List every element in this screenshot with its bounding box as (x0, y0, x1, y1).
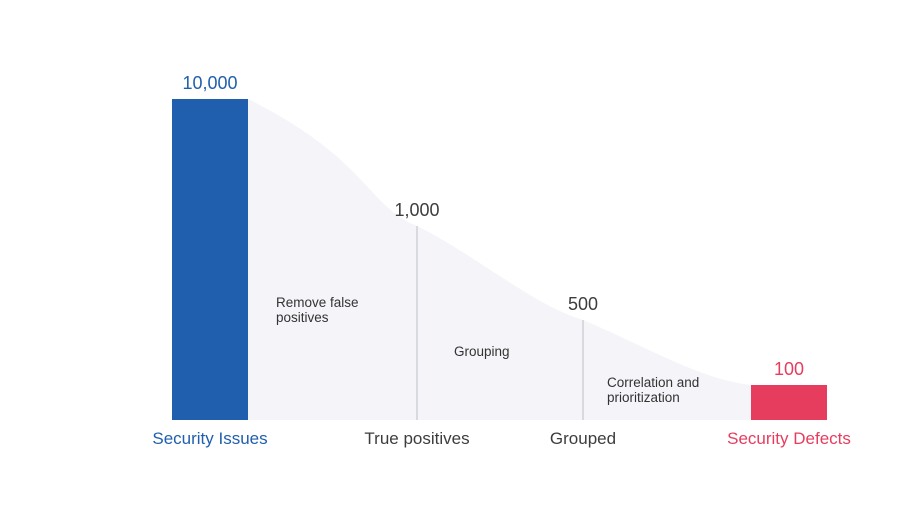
bar-security-defects (751, 385, 827, 420)
step-label: Grouping (454, 344, 510, 359)
value-label: 100 (774, 359, 804, 379)
value-label: 10,000 (182, 73, 237, 93)
value-label: 1,000 (394, 200, 439, 220)
category-label: True positives (364, 429, 469, 448)
step-label: Remove false (276, 295, 359, 310)
decline-area (248, 99, 751, 420)
category-label: Grouped (550, 429, 616, 448)
step-label: positives (276, 310, 329, 325)
value-label: 500 (568, 294, 598, 314)
category-label: Security Defects (727, 429, 851, 448)
step-label: Correlation and (607, 375, 699, 390)
bar-security-issues (172, 99, 248, 420)
category-label: Security Issues (152, 429, 267, 448)
step-label: prioritization (607, 390, 680, 405)
